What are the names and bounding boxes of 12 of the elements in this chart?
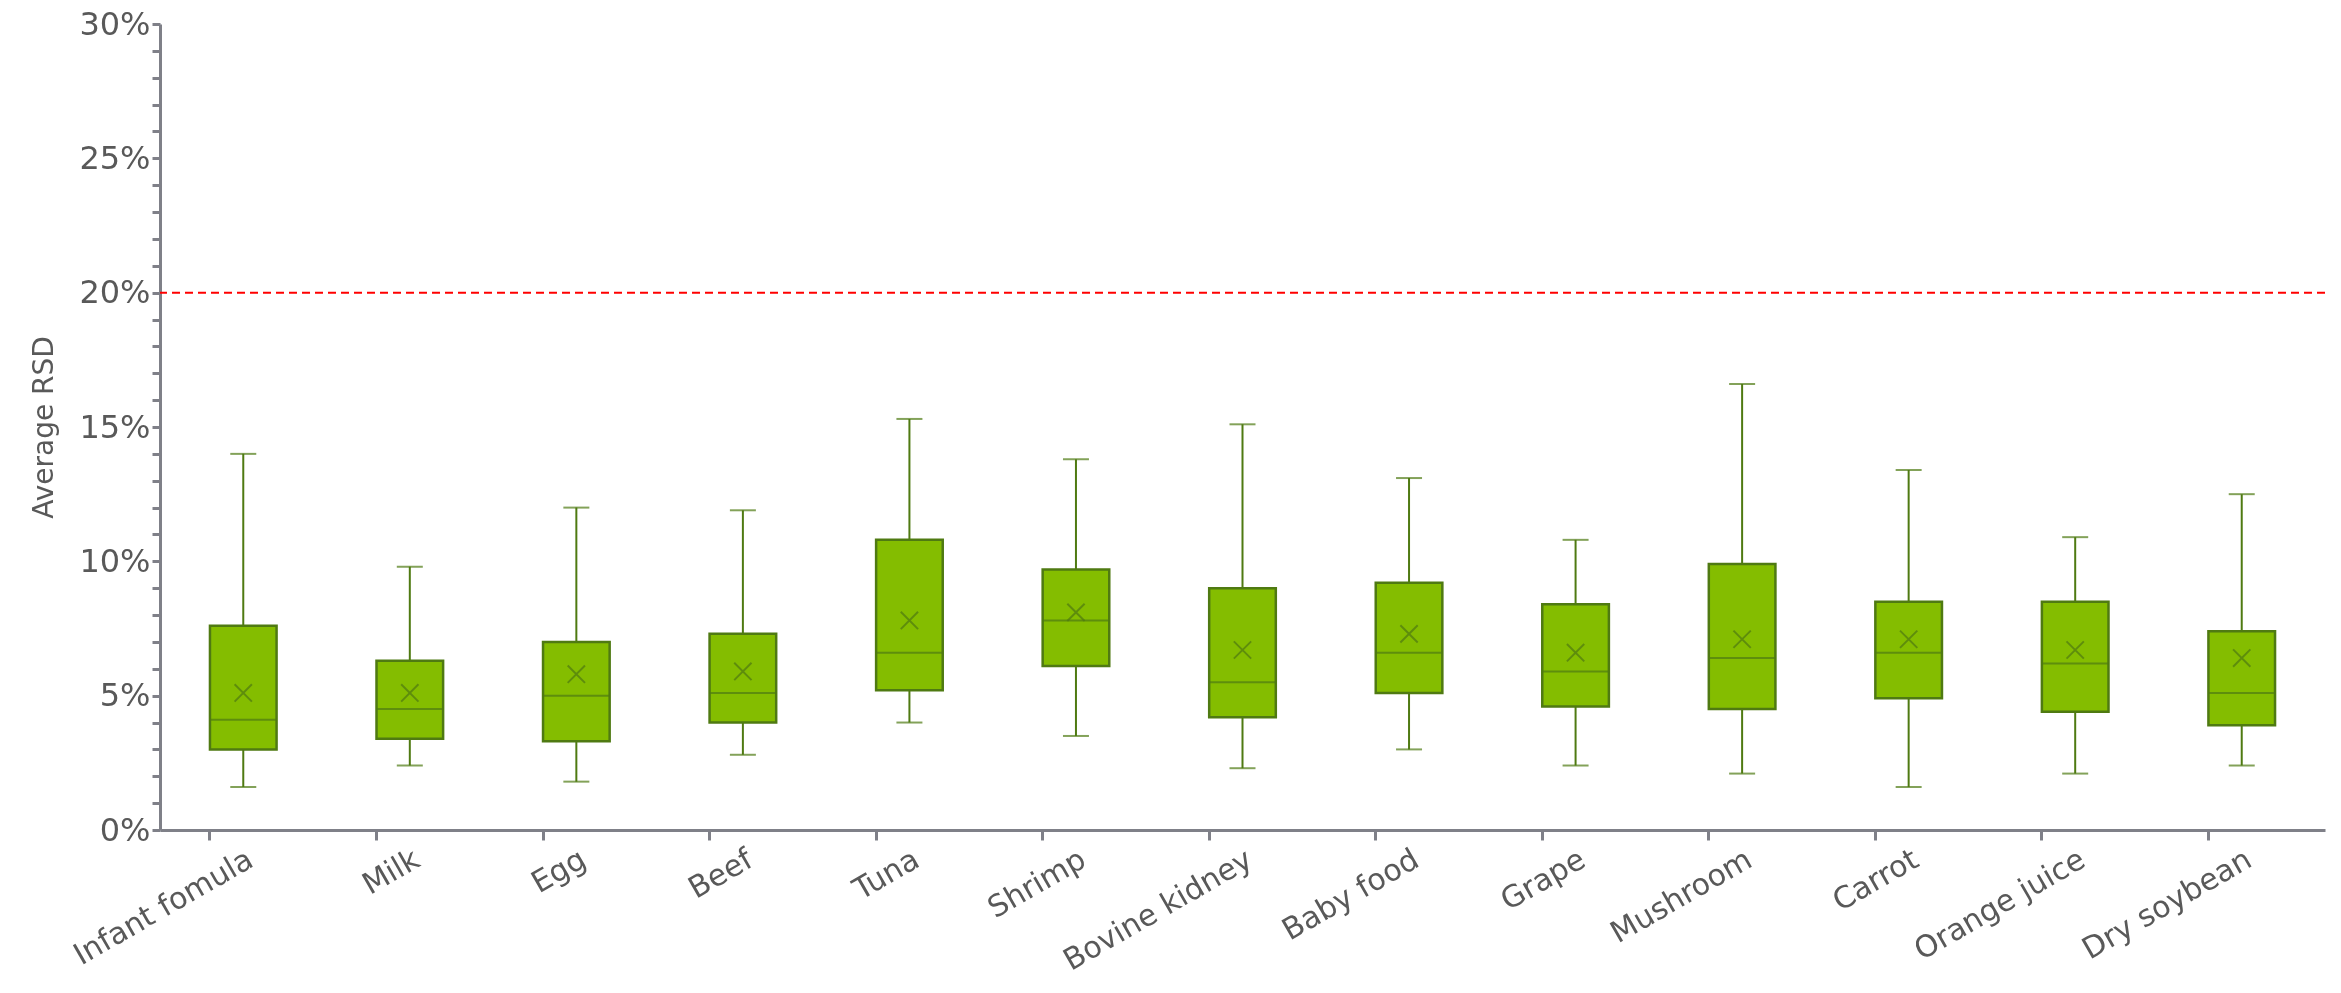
x-tick-label: Tuna [845,841,925,907]
y-tick-label: 30% [79,4,151,43]
y-tick-label: 20% [79,273,151,312]
y-tick-label: 0% [99,810,151,849]
y-tick-label: 5% [99,676,151,715]
y-tick-label: 15% [79,407,151,446]
y-tick-label: 10% [79,541,151,580]
x-tick-label: Egg [524,841,592,900]
y-tick-label: 25% [79,138,151,177]
y-axis-title: Average RSD [27,336,61,519]
x-tick-label: Baby food [1275,841,1425,948]
x-tick-label: Milk [355,840,426,902]
